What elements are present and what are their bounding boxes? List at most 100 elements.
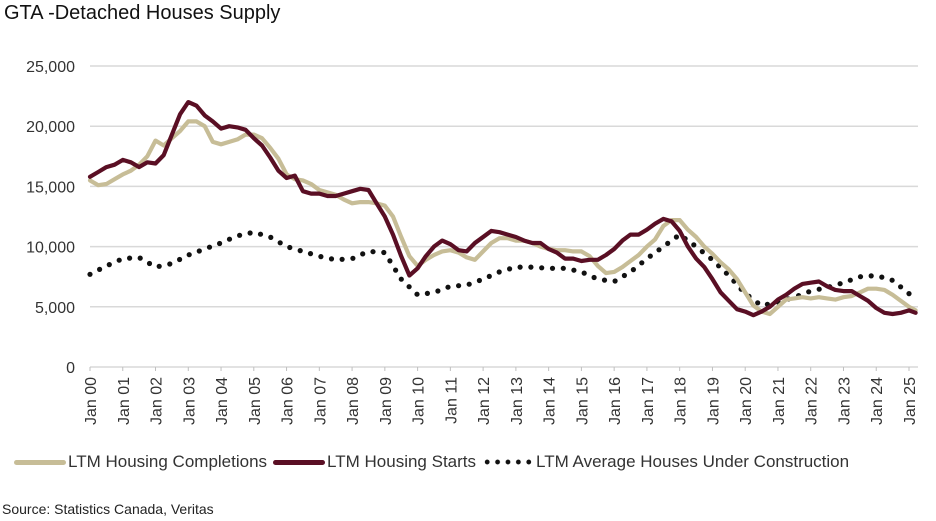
under-construction-dot: [755, 300, 761, 306]
legend-label-completions: LTM Housing Completions: [68, 452, 268, 471]
x-tick-label: Jan 23: [836, 377, 853, 425]
x-tick-label: Jan 21: [771, 377, 788, 425]
under-construction-dot: [167, 261, 173, 267]
legend: LTM Housing Completions LTM Housing Star…: [14, 452, 855, 472]
y-tick-label: 15,000: [26, 179, 75, 196]
under-construction-dot: [691, 242, 697, 248]
under-construction-dot: [277, 240, 283, 246]
under-construction-dot: [708, 255, 714, 261]
under-construction-dot: [328, 256, 335, 262]
under-construction-dot: [621, 272, 628, 279]
under-construction-dot: [806, 289, 812, 295]
under-construction-dot: [287, 244, 293, 251]
x-tick-label: Jan 01: [116, 377, 133, 425]
under-construction-dot: [476, 277, 482, 284]
under-construction-dot: [146, 260, 153, 267]
under-construction-dot: [177, 256, 183, 263]
series-completions-line: [87, 119, 918, 317]
under-construction-dot: [196, 248, 202, 254]
under-construction-dot: [591, 274, 597, 281]
under-construction-dot: [723, 270, 730, 276]
legend-label-under-construction: LTM Average Houses Under Construction: [536, 452, 850, 471]
under-construction-dot: [496, 269, 502, 275]
under-construction-dot: [186, 252, 192, 258]
under-construction-dot: [847, 277, 853, 283]
under-construction-dot: [127, 255, 133, 261]
x-tick-label: Jan 04: [214, 377, 231, 425]
under-construction-dot: [665, 240, 671, 246]
under-construction-dot: [350, 255, 356, 261]
y-tick-label: 25,000: [26, 59, 75, 76]
x-axis: Jan 00 Jan 01 Jan 02 Jan 03 Jan 04 Jan 05 Jan …: [83, 367, 919, 425]
under-construction-dot: [206, 244, 213, 250]
under-construction-dot: [406, 284, 412, 290]
under-construction-dot: [156, 263, 162, 269]
under-construction-dot: [297, 248, 303, 254]
under-construction-dot: [307, 251, 314, 257]
under-construction-dot: [87, 271, 93, 277]
under-construction-dot: [879, 274, 885, 280]
under-construction-dot: [898, 284, 904, 290]
x-tick-label: Jan 11: [443, 377, 460, 424]
x-tick-label: Jan 02: [149, 377, 166, 425]
x-tick-label: Jan 03: [181, 377, 198, 425]
under-construction-dot: [528, 264, 534, 270]
x-tick-label: Jan 06: [280, 377, 297, 425]
y-tick-label: 10,000: [26, 240, 75, 257]
legend-item-starts: LTM Housing Starts: [273, 452, 476, 472]
under-construction-dot: [398, 276, 404, 282]
y-tick-label: 0: [66, 360, 75, 377]
dot-guide-path: [90, 232, 916, 305]
under-construction-dot: [247, 230, 253, 236]
under-construction-dot: [868, 273, 874, 279]
under-construction-dot: [116, 257, 122, 263]
series-under-construction-line: [87, 230, 916, 307]
legend-item-under-construction: LTM Average Houses Under Construction: [482, 452, 849, 472]
chart-title: GTA -Detached Houses Supply: [4, 2, 281, 24]
legend-swatch-starts: [273, 459, 326, 465]
x-tick-label: Jan 00: [83, 377, 100, 425]
under-construction-dot: [639, 260, 645, 266]
under-construction-dot: [816, 286, 822, 292]
under-construction-dot: [549, 265, 556, 271]
x-tick-label: Jan 25: [902, 377, 919, 425]
under-construction-dot: [456, 283, 462, 289]
under-construction-dot: [630, 267, 637, 273]
under-construction-dot: [466, 281, 472, 287]
under-construction-dot: [601, 277, 608, 283]
x-tick-label: Jan 10: [411, 377, 428, 425]
under-construction-dot: [507, 266, 513, 272]
under-construction-dot: [268, 234, 274, 240]
under-construction-dot: [414, 291, 420, 297]
x-tick-label: Jan 16: [607, 377, 624, 425]
x-tick-label: Jan 13: [509, 377, 526, 425]
legend-swatch-completions: [14, 459, 66, 465]
x-tick-label: Jan 12: [476, 377, 493, 425]
x-tick-label: Jan 19: [705, 377, 722, 425]
y-tick-label: 20,000: [26, 119, 75, 136]
under-construction-dot: [97, 266, 103, 272]
under-construction-dot: [612, 278, 618, 284]
under-construction-dot: [571, 267, 577, 273]
under-construction-dot: [889, 277, 895, 283]
under-construction-dot: [656, 247, 662, 253]
gridlines: [90, 65, 918, 368]
under-construction-dot: [435, 288, 441, 294]
under-construction-dot: [360, 251, 366, 257]
x-tick-label: Jan 24: [869, 377, 886, 425]
legend-swatch-under-construction: [482, 459, 535, 465]
under-construction-dot: [381, 249, 387, 256]
x-tick-label: Jan 08: [345, 377, 362, 425]
under-construction-dot: [445, 284, 451, 290]
x-tick-label: Jan 18: [673, 377, 690, 425]
under-construction-dot: [647, 253, 653, 259]
under-construction-dot: [370, 249, 376, 255]
legend-label-starts: LTM Housing Starts: [327, 452, 477, 471]
under-construction-dot: [217, 240, 223, 247]
source-note: Source: Statistics Canada, Veritas: [2, 501, 214, 517]
x-tick-label: Jan 07: [312, 377, 329, 425]
under-construction-dot: [539, 265, 545, 271]
under-construction-dot: [387, 258, 393, 264]
x-tick-label: Jan 09: [378, 377, 395, 425]
under-construction-dot: [137, 255, 143, 261]
